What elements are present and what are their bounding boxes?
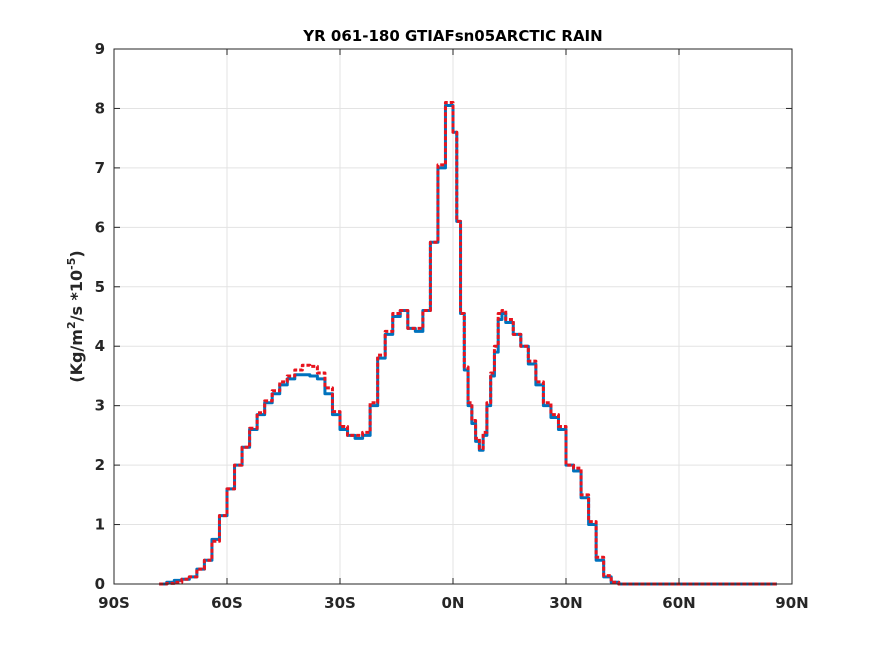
axis-ticks: 90S 60S 30S 0N 30N 60N 90N 0 1 2 3 4 5 6 7 8 9: [95, 40, 809, 612]
x-tick-label: 60N: [662, 594, 695, 612]
series-line-2: [159, 101, 777, 586]
x-tick-label: 30N: [549, 594, 582, 612]
x-tick-label: 0N: [442, 594, 465, 612]
y-tick-label: 2: [95, 456, 105, 474]
y-label-suffix: ): [67, 250, 86, 257]
y-tick-label: 0: [95, 575, 105, 593]
y-tick-label: 9: [95, 40, 105, 58]
y-tick-label: 5: [95, 278, 105, 296]
x-tick-label: 90N: [775, 594, 808, 612]
chart-title: YR 061-180 GTIAFsn05ARCTIC RAIN: [302, 27, 602, 45]
y-tick-label: 3: [95, 397, 105, 415]
y-tick-label: 4: [95, 337, 105, 355]
y-label-mid: /s *10: [67, 270, 86, 322]
series-line-1: [159, 103, 777, 586]
y-label-sup1: 2: [65, 321, 78, 329]
series-lines: [159, 101, 777, 586]
y-label-prefix: (Kg/m: [67, 329, 86, 383]
y-axis-label: (Kg/m2/s *10-5): [65, 250, 86, 382]
y-tick-label: 1: [95, 516, 105, 534]
y-tick-label: 6: [95, 218, 105, 236]
y-tick-label: 8: [95, 99, 105, 117]
x-tick-label: 60S: [211, 594, 243, 612]
x-tick-label: 90S: [98, 594, 130, 612]
x-tick-label: 30S: [324, 594, 356, 612]
y-tick-label: 7: [95, 159, 105, 177]
y-label-sup2: -5: [65, 258, 78, 270]
